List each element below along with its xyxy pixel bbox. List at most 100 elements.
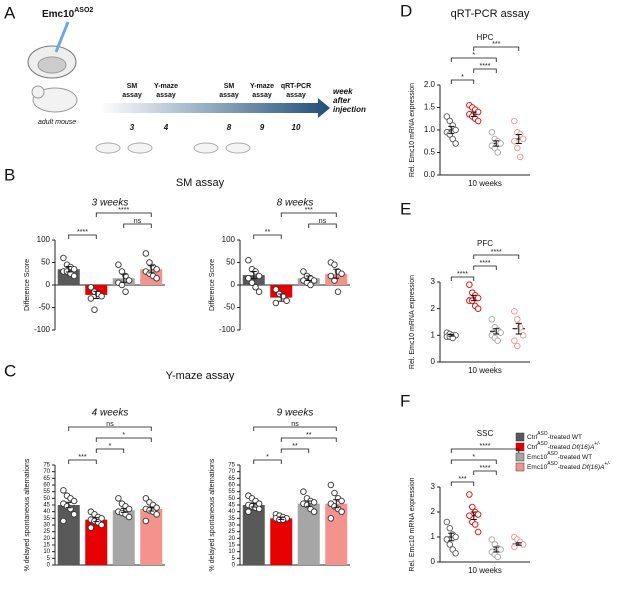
y-tick-label: 15 <box>43 543 50 549</box>
data-point <box>511 308 518 315</box>
data-point <box>70 266 78 273</box>
data-point <box>514 316 521 323</box>
significance-label: * <box>122 432 125 439</box>
y-tick-label: 70 <box>228 469 235 475</box>
data-point <box>310 508 318 515</box>
y-tick-label: 1.5 <box>424 103 436 112</box>
data-point <box>118 281 126 289</box>
event-week: 4 <box>163 123 169 132</box>
data-point <box>331 277 338 284</box>
y-tick-label: 3 <box>431 482 436 491</box>
significance-label: **** <box>457 271 468 278</box>
data-point <box>446 117 454 125</box>
timeline-label: injection <box>333 105 366 114</box>
data-point <box>514 342 521 350</box>
significance-label: * <box>472 454 475 461</box>
y-tick-label: 55 <box>228 489 235 495</box>
significance-bracket <box>450 448 520 453</box>
data-point <box>331 489 338 497</box>
event-label: assay <box>156 92 176 99</box>
data-point <box>338 270 345 278</box>
significance-label: *** <box>78 454 86 461</box>
significance-label: **** <box>118 207 129 214</box>
data-point <box>98 515 105 522</box>
data-point <box>142 250 150 257</box>
significance-label: ns <box>319 218 327 225</box>
event-label: assay <box>252 92 272 99</box>
significance-bracket <box>473 254 520 259</box>
section-title: Y-maze assay <box>166 370 235 382</box>
y-tick-label: 2.0 <box>424 80 436 89</box>
event-label: assay <box>122 92 142 99</box>
data-point <box>494 149 501 156</box>
y-tick-label: 5 <box>232 556 236 562</box>
data-point <box>87 295 95 302</box>
significance-bracket <box>308 223 337 228</box>
y-tick-label: 1 <box>431 330 436 339</box>
y-tick-label: -50 <box>223 303 235 312</box>
significance-label: ** <box>292 443 298 450</box>
bar <box>112 510 135 565</box>
event-week: 3 <box>130 123 135 132</box>
y-tick-label: 0 <box>431 557 436 566</box>
significance-bracket <box>450 276 475 281</box>
legend-part: +/- <box>594 441 600 447</box>
data-point <box>338 508 345 515</box>
data-point <box>449 135 456 143</box>
data-point <box>98 521 105 529</box>
y-tick-label: 75 <box>228 463 235 469</box>
significance-bracket <box>95 448 125 453</box>
data-point <box>272 299 280 307</box>
y-tick-label: 40 <box>228 509 235 515</box>
significance-label: **** <box>480 465 491 472</box>
data-point <box>248 279 256 287</box>
data-point <box>474 305 482 312</box>
y-tick-label: 55 <box>43 489 50 495</box>
significance-bracket <box>123 223 152 228</box>
significance-bracket <box>473 470 497 475</box>
y-tick-label: 50 <box>228 496 235 502</box>
data-point <box>153 266 160 273</box>
significance-bracket <box>253 234 282 239</box>
data-point <box>122 288 129 296</box>
y-tick-label: 3 <box>431 277 436 286</box>
event-week: 8 <box>227 123 232 132</box>
significance-bracket <box>450 459 497 464</box>
legend-part: Ctrl <box>527 444 538 451</box>
data-point <box>307 281 314 289</box>
y-tick-label: 35 <box>43 516 50 522</box>
chart-title: 4 weeks <box>92 408 129 419</box>
y-tick-label: 30 <box>228 523 235 529</box>
y-tick-label: 70 <box>43 469 50 475</box>
data-point <box>488 128 496 136</box>
data-point <box>497 546 504 553</box>
y-tick-label: -100 <box>219 325 236 334</box>
significance-label: ns <box>291 421 299 428</box>
data-point <box>87 524 95 531</box>
data-point <box>511 337 518 344</box>
x-axis-label: 10 weeks <box>468 179 502 188</box>
y-tick-label: 0 <box>431 357 436 366</box>
data-point <box>471 521 479 528</box>
significance-label: ** <box>306 432 312 439</box>
event-label: qRT-PCR <box>281 83 311 90</box>
y-tick-label: 100 <box>37 235 51 244</box>
bar <box>140 509 163 565</box>
significance-bracket <box>95 212 152 217</box>
data-point <box>516 153 524 161</box>
legend-part: Df(16)A <box>572 444 594 451</box>
y-tick-label: 0 <box>231 280 236 289</box>
data-point <box>452 533 459 541</box>
y-tick-label: 75 <box>43 463 50 469</box>
y-tick-label: 45 <box>228 503 235 509</box>
data-point <box>334 288 342 296</box>
data-point <box>153 275 160 282</box>
y-tick-label: 20 <box>43 536 50 542</box>
y-tick-label: 60 <box>228 483 235 489</box>
bar <box>270 518 293 565</box>
data-point <box>488 316 496 323</box>
chart-title: SSC <box>477 429 494 438</box>
data-point <box>125 277 133 284</box>
significance-bracket <box>450 481 475 486</box>
legend-part: -treated WT <box>548 434 582 441</box>
